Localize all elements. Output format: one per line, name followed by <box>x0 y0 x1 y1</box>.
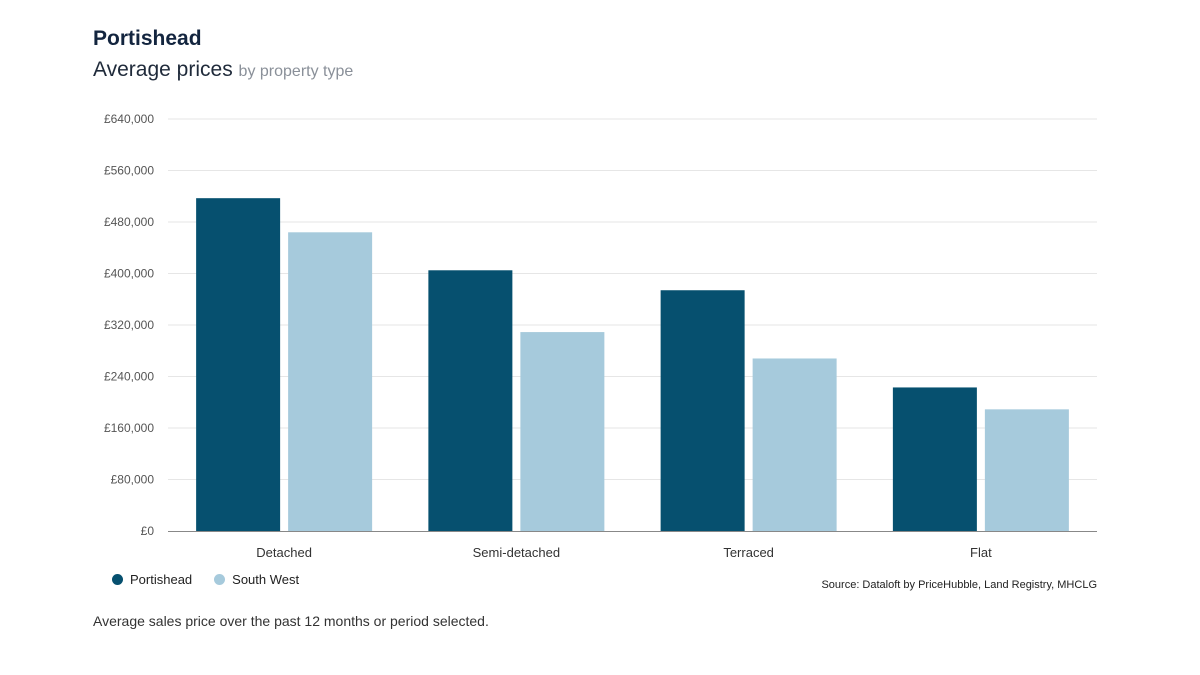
bar-south-west <box>288 232 373 532</box>
bar-south-west <box>520 332 605 531</box>
x-tick-label: Detached <box>256 545 312 560</box>
y-tick-label: £560,000 <box>104 164 154 178</box>
legend: Portishead South West <box>112 572 299 587</box>
y-tick-label: £480,000 <box>104 215 154 229</box>
legend-label: Portishead <box>130 572 193 587</box>
footnote: Average sales price over the past 12 mon… <box>93 613 489 629</box>
y-tick-label: £160,000 <box>104 421 154 435</box>
subtitle-main: Average prices <box>93 58 233 81</box>
bar-south-west <box>752 358 837 531</box>
x-tick-label: Terraced <box>723 545 774 560</box>
bar-portishead <box>196 198 281 531</box>
source-text: Source: Dataloft by PriceHubble, Land Re… <box>821 579 1097 591</box>
legend-item-south-west: South West <box>214 572 299 587</box>
bar-south-west <box>984 409 1069 531</box>
y-tick-label: £0 <box>141 524 155 538</box>
bar-portishead <box>892 387 977 531</box>
chart-title: Portishead <box>93 27 202 50</box>
x-tick-label: Semi-detached <box>473 545 560 560</box>
legend-label: South West <box>232 572 300 587</box>
y-tick-label: £240,000 <box>104 370 154 384</box>
legend-swatch <box>112 574 123 585</box>
bar-portishead <box>428 270 513 531</box>
y-tick-label: £320,000 <box>104 318 154 332</box>
y-tick-label: £80,000 <box>111 473 155 487</box>
subtitle-suffix: by property type <box>238 63 354 80</box>
legend-swatch <box>214 574 226 585</box>
legend-item-portishead: Portishead <box>112 572 192 587</box>
y-tick-label: £400,000 <box>104 267 154 281</box>
chart-subtitle: Average prices by property type <box>93 58 353 82</box>
y-tick-label: £640,000 <box>104 112 154 126</box>
x-tick-label: Flat <box>970 545 992 560</box>
bar-portishead <box>660 290 745 531</box>
